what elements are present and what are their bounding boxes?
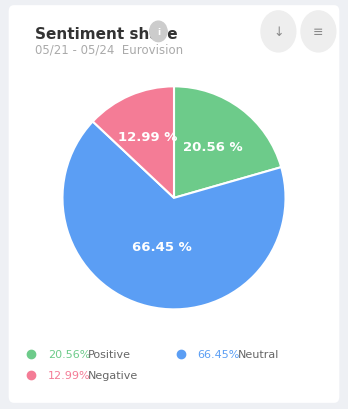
Text: ↓: ↓ — [273, 26, 284, 39]
Wedge shape — [93, 87, 174, 198]
Text: Sentiment share: Sentiment share — [35, 27, 177, 42]
Text: 20.56 %: 20.56 % — [183, 140, 243, 153]
Text: 05/21 - 05/24  Eurovision: 05/21 - 05/24 Eurovision — [35, 43, 183, 56]
Text: 12.99%: 12.99% — [48, 371, 90, 380]
Text: 66.45 %: 66.45 % — [132, 240, 192, 254]
Wedge shape — [63, 122, 285, 310]
FancyBboxPatch shape — [9, 6, 339, 403]
Text: 12.99 %: 12.99 % — [118, 130, 177, 144]
Text: Positive: Positive — [88, 349, 131, 359]
Text: i: i — [157, 28, 160, 37]
Circle shape — [261, 12, 296, 53]
Text: ≡: ≡ — [313, 26, 324, 39]
Circle shape — [150, 22, 167, 43]
Text: 20.56%: 20.56% — [48, 349, 90, 359]
Text: Neutral: Neutral — [238, 349, 279, 359]
Text: 66.45%: 66.45% — [198, 349, 240, 359]
Circle shape — [301, 12, 336, 53]
Text: Negative: Negative — [88, 371, 138, 380]
Wedge shape — [174, 87, 281, 198]
